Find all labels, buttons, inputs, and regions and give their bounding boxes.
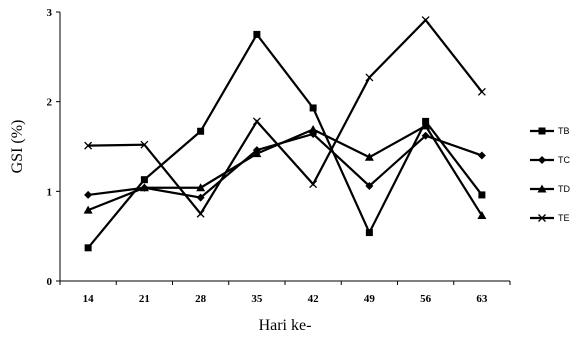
series-tc-point-shape xyxy=(84,190,93,199)
series-te-point xyxy=(252,117,261,126)
series-te-point-stroke-b xyxy=(477,87,486,96)
series-te-point xyxy=(196,209,205,218)
axes xyxy=(59,12,510,282)
series-tb-point-shape xyxy=(365,229,373,237)
legend-label-tb: TB xyxy=(558,126,570,136)
legend-item-tb: TB xyxy=(530,126,570,136)
series-layer xyxy=(83,16,487,252)
x-tick-label: 14 xyxy=(83,293,95,305)
x-tick-label: 56 xyxy=(420,293,432,305)
series-te-point xyxy=(84,141,93,150)
series-tb-point xyxy=(309,104,317,112)
legend-label-tc: TC xyxy=(558,155,570,165)
series-td-point-shape xyxy=(364,152,374,161)
series-td-point-shape xyxy=(139,183,149,192)
series-td-point xyxy=(139,183,149,192)
series-te-point-stroke-b xyxy=(421,16,430,25)
series-tb-point xyxy=(478,191,486,199)
series-tb-line xyxy=(87,32,483,249)
series-te-point xyxy=(365,73,374,82)
x-tick-label: 49 xyxy=(364,293,376,305)
series-tc-point xyxy=(196,193,205,202)
series-te-line xyxy=(88,18,483,216)
legend-label-te: TE xyxy=(558,213,570,223)
series-td-point xyxy=(364,152,374,161)
series-tc-point xyxy=(477,151,486,160)
series-tc-point xyxy=(421,131,430,140)
series-tb-point xyxy=(365,229,373,237)
series-td-point xyxy=(477,211,487,220)
y-axis-title: GSI (%) xyxy=(9,120,26,174)
x-axis-title: Hari ke- xyxy=(259,317,312,334)
x-tick-label: 35 xyxy=(251,293,263,305)
series-td-point xyxy=(308,124,318,133)
series-td-line xyxy=(87,124,483,217)
series-td-point-shape xyxy=(83,205,93,214)
legend-marker-tb-shape xyxy=(538,127,546,135)
legend-item-tc: TC xyxy=(530,155,570,165)
series-tb-point-shape xyxy=(84,244,92,252)
series-tc-point-shape xyxy=(477,151,486,160)
series-tc-point xyxy=(365,181,374,190)
x-tick-label: 42 xyxy=(308,293,320,305)
series-tb-point-shape xyxy=(309,104,317,112)
legend-marker-tc xyxy=(538,156,546,164)
series-te-point xyxy=(421,16,430,25)
series-tb-point xyxy=(253,30,261,38)
series-te xyxy=(84,16,486,218)
legend-marker-td-shape xyxy=(537,184,547,193)
series-td xyxy=(83,121,487,220)
series-te-point xyxy=(140,140,149,149)
series-tb-point-shape xyxy=(140,176,148,184)
series-td-point xyxy=(83,205,93,214)
series-td-point-shape xyxy=(308,124,318,133)
series-te-point-stroke-b xyxy=(196,209,205,218)
series-td-point-shape xyxy=(196,183,206,192)
series-tc-point-shape xyxy=(196,193,205,202)
legend-marker-tb xyxy=(538,127,546,135)
series-td-point-shape xyxy=(252,149,262,158)
series-te-point-stroke-b xyxy=(365,73,374,82)
series-te-point-stroke-b xyxy=(309,180,318,189)
y-tick-label: 3 xyxy=(47,7,53,19)
legend: TB TC TD TE xyxy=(530,126,570,223)
series-td-point-shape xyxy=(477,211,487,220)
series-te-point xyxy=(477,87,486,96)
legend-marker-td xyxy=(537,184,547,193)
series-td-point-shape xyxy=(421,121,431,130)
series-tb-point xyxy=(84,244,92,252)
series-te-point-stroke-b xyxy=(140,140,149,149)
y-tick-label: 0 xyxy=(47,276,53,288)
x-tick-label: 63 xyxy=(476,293,488,305)
y-tick-label: 1 xyxy=(47,186,53,198)
legend-label-td: TD xyxy=(558,184,570,194)
series-te-point-stroke-b xyxy=(84,141,93,150)
series-tb-point-shape xyxy=(197,127,205,135)
series-tb-point xyxy=(197,127,205,135)
series-tc-point-shape xyxy=(421,131,430,140)
legend-marker-te-stroke-b xyxy=(538,214,546,222)
x-axis-ticks: 14 21 28 35 42 49 56 63 xyxy=(59,281,511,305)
series-td-point xyxy=(196,183,206,192)
x-tick-label: 21 xyxy=(139,293,150,305)
series-te-point-stroke-b xyxy=(252,117,261,126)
series-td-point xyxy=(421,121,431,130)
legend-marker-te xyxy=(538,214,546,222)
series-tc-point xyxy=(84,190,93,199)
series-tb-point-shape xyxy=(478,191,486,199)
y-axis-ticks: 0 1 2 3 xyxy=(47,7,60,288)
legend-item-te: TE xyxy=(530,213,570,223)
series-tb-point-shape xyxy=(253,30,261,38)
series-tc-point-shape xyxy=(365,181,374,190)
x-tick-label: 28 xyxy=(195,293,207,305)
legend-item-td: TD xyxy=(530,184,570,194)
series-te-point xyxy=(309,180,318,189)
series-td-point xyxy=(252,149,262,158)
y-tick-label: 2 xyxy=(47,97,53,109)
series-tb-point xyxy=(140,176,148,184)
legend-marker-tc-shape xyxy=(538,156,546,164)
